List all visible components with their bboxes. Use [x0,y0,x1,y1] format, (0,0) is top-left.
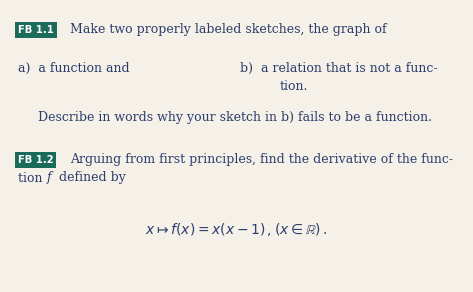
Text: a)  a function and: a) a function and [18,62,130,74]
Text: Arguing from first principles, find the derivative of the func-: Arguing from first principles, find the … [70,154,453,166]
Text: $x \mapsto f(x) = x(x-1)\,,(x \in \mathbb{R})\,.$: $x \mapsto f(x) = x(x-1)\,,(x \in \mathb… [145,222,327,239]
Text: b)  a relation that is not a func-: b) a relation that is not a func- [240,62,438,74]
Text: Describe in words why your sketch in b) fails to be a function.: Describe in words why your sketch in b) … [38,112,432,124]
Text: tion: tion [18,171,46,185]
Text: Make two properly labeled sketches, the graph of: Make two properly labeled sketches, the … [70,23,386,36]
Text: FB 1.2: FB 1.2 [18,155,53,165]
Text: tion.: tion. [280,79,308,93]
Text: FB 1.1: FB 1.1 [18,25,54,35]
Text: f: f [47,171,52,185]
Text: defined by: defined by [55,171,126,185]
